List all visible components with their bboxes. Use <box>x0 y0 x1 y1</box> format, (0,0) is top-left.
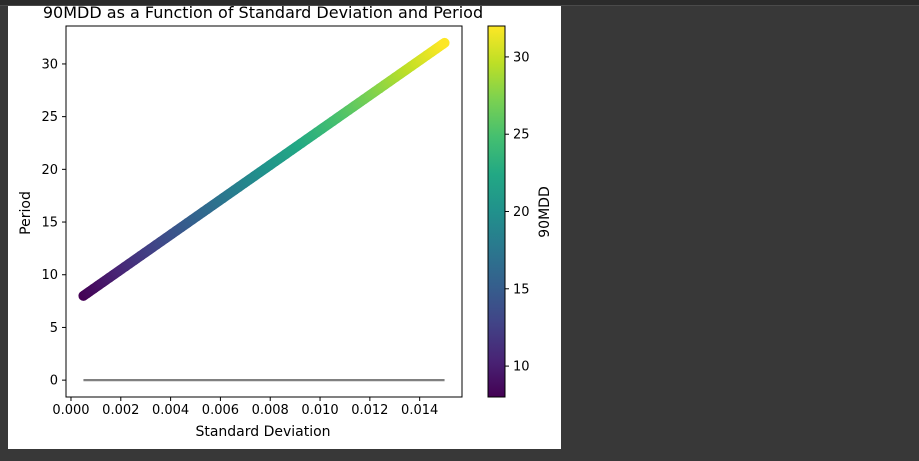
window-top-bar <box>0 0 919 6</box>
chart-title: 90MDD as a Function of Standard Deviatio… <box>43 6 483 22</box>
x-tick-label: 0.002 <box>102 403 139 418</box>
colorbar-label: 90MDD <box>537 186 553 237</box>
figure-canvas: 90MDD as a Function of Standard Deviatio… <box>8 6 561 449</box>
chart: 90MDD as a Function of Standard Deviatio… <box>18 6 553 440</box>
colorbar <box>487 25 506 398</box>
scatter-point <box>439 37 450 48</box>
x-tick-label: 0.004 <box>152 403 189 418</box>
y-axis-ticks: 0 5 10 15 20 25 30 <box>41 57 66 389</box>
x-axis-label: Standard Deviation <box>195 424 330 440</box>
x-tick-label: 0.012 <box>351 403 388 418</box>
colorbar-tick-label: 30 <box>513 50 530 65</box>
x-tick-label: 0.010 <box>301 403 338 418</box>
x-tick-label: 0.014 <box>401 403 438 418</box>
y-tick-label: 30 <box>41 57 58 72</box>
colorbar-tick-label: 10 <box>513 360 530 375</box>
plot-frame <box>65 25 463 398</box>
scatter-points <box>78 37 450 301</box>
y-axis-label: Period <box>18 191 34 235</box>
x-tick-label: 0.000 <box>52 403 89 418</box>
y-tick-label: 10 <box>41 268 58 283</box>
colorbar-tick-label: 25 <box>513 128 530 143</box>
x-axis-ticks: 0.000 0.002 0.004 0.006 0.008 0.010 0.012 0.014 <box>52 397 438 418</box>
y-tick-label: 0 <box>50 374 58 389</box>
y-tick-label: 5 <box>50 321 58 336</box>
y-tick-label: 20 <box>41 163 58 178</box>
colorbar-tick-label: 20 <box>513 205 530 220</box>
x-tick-label: 0.008 <box>252 403 289 418</box>
colorbar-tick-label: 15 <box>513 282 530 297</box>
colorbar-ticks: 10 15 20 25 30 <box>505 50 530 375</box>
y-tick-label: 25 <box>41 110 58 125</box>
y-tick-label: 15 <box>41 216 58 231</box>
x-tick-label: 0.006 <box>202 403 239 418</box>
